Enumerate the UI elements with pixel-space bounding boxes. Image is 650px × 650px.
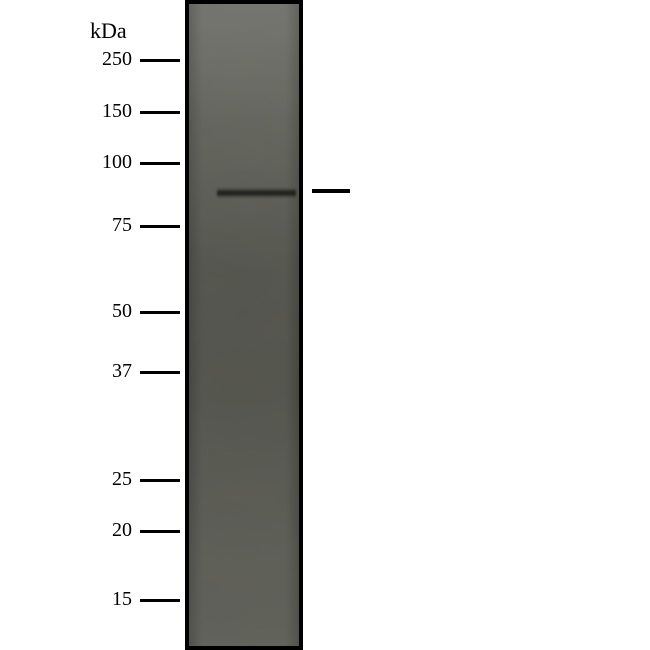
mw-label-37: 37 (82, 360, 132, 383)
mw-label-100: 100 (82, 151, 132, 174)
mw-label-15: 15 (82, 588, 132, 611)
mw-label-25: 25 (82, 468, 132, 491)
protein-band-1 (217, 188, 296, 198)
mw-label-75: 75 (82, 214, 132, 237)
mw-label-250: 250 (82, 48, 132, 71)
unit-label: kDa (90, 18, 127, 44)
band-pointer (312, 189, 350, 193)
lane-texture (189, 4, 299, 646)
mw-tick-250 (140, 59, 180, 62)
mw-tick-15 (140, 599, 180, 602)
mw-label-50: 50 (82, 300, 132, 323)
mw-tick-100 (140, 162, 180, 165)
mw-tick-25 (140, 479, 180, 482)
mw-tick-150 (140, 111, 180, 114)
mw-tick-50 (140, 311, 180, 314)
mw-tick-37 (140, 371, 180, 374)
western-blot-figure: kDa 250 150 100 75 50 37 25 20 15 (0, 0, 650, 650)
mw-label-150: 150 (82, 100, 132, 123)
lane-fill (189, 4, 299, 646)
mw-tick-75 (140, 225, 180, 228)
mw-tick-20 (140, 530, 180, 533)
mw-label-20: 20 (82, 519, 132, 542)
